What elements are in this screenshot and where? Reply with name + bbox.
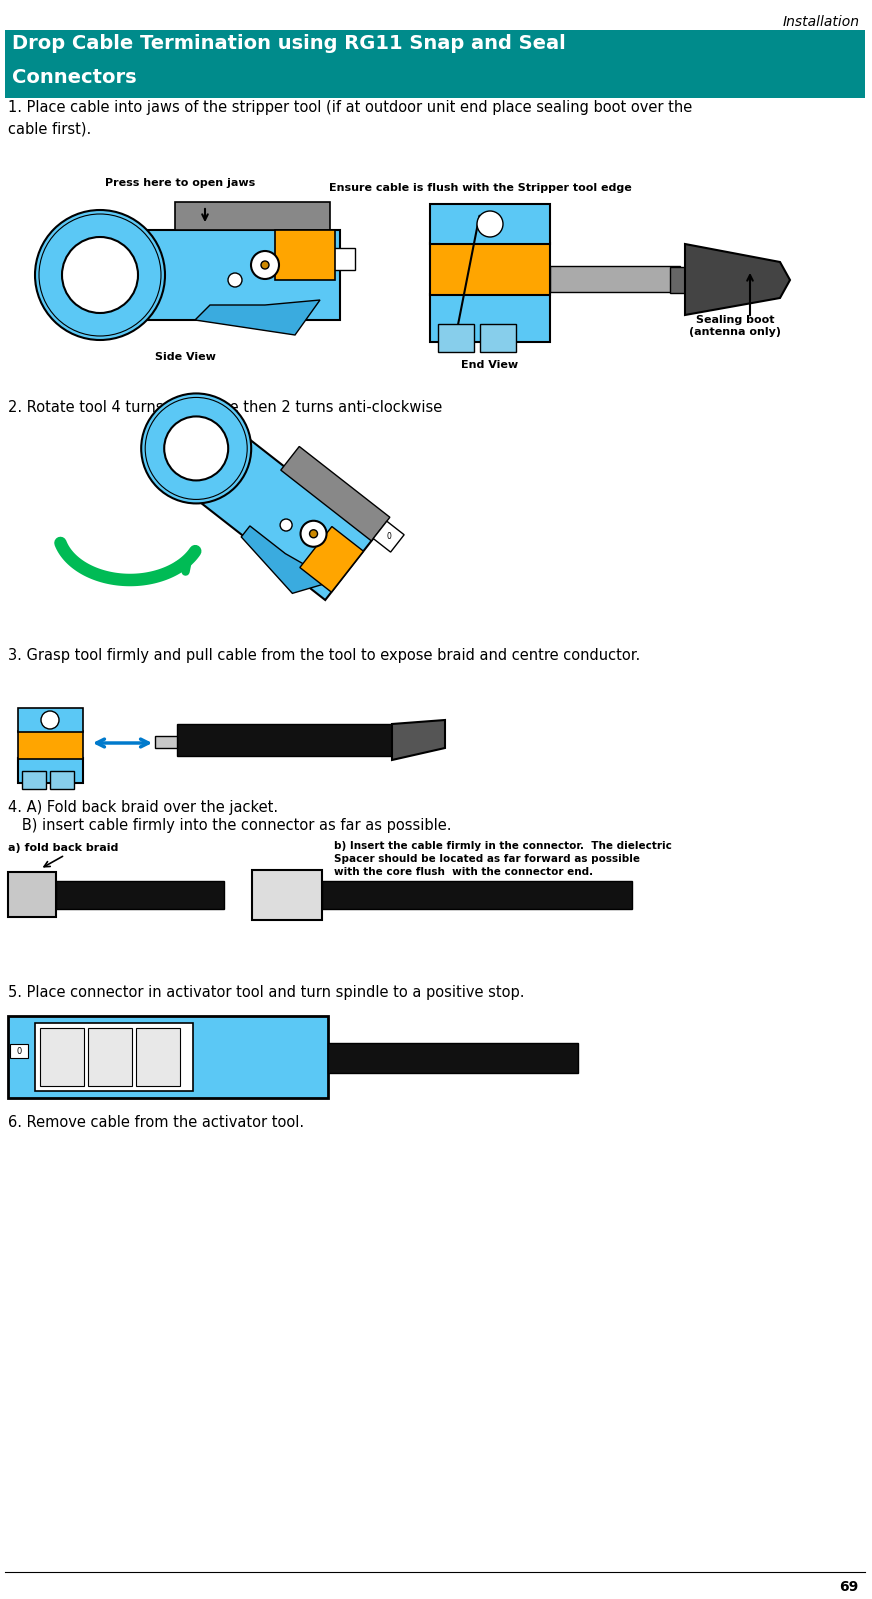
Text: 69: 69 [839, 1580, 858, 1594]
Text: a) fold back braid: a) fold back braid [8, 843, 119, 852]
Polygon shape [242, 526, 334, 593]
Text: Press here to open jaws: Press here to open jaws [105, 177, 255, 189]
FancyBboxPatch shape [35, 1023, 193, 1091]
Text: 4. A) Fold back braid over the jacket.: 4. A) Fold back braid over the jacket. [8, 800, 278, 815]
Text: 1. Place cable into jaws of the stripper tool (if at outdoor unit end place seal: 1. Place cable into jaws of the stripper… [8, 101, 692, 136]
FancyBboxPatch shape [430, 205, 550, 245]
FancyBboxPatch shape [550, 265, 680, 293]
FancyBboxPatch shape [275, 230, 335, 280]
Circle shape [301, 521, 326, 547]
FancyBboxPatch shape [88, 1028, 132, 1086]
Circle shape [280, 520, 292, 531]
Text: 0: 0 [386, 532, 392, 540]
Text: Installation: Installation [783, 14, 860, 29]
FancyBboxPatch shape [430, 243, 550, 294]
Text: Side View: Side View [154, 352, 215, 361]
Polygon shape [392, 720, 445, 760]
FancyBboxPatch shape [322, 881, 632, 908]
FancyBboxPatch shape [145, 230, 340, 320]
Polygon shape [195, 301, 320, 336]
Circle shape [251, 251, 279, 278]
Text: Ensure cable is flush with the Stripper tool edge: Ensure cable is flush with the Stripper … [329, 182, 631, 193]
Circle shape [228, 273, 242, 286]
FancyBboxPatch shape [430, 294, 550, 342]
FancyBboxPatch shape [5, 30, 865, 98]
Text: Drop Cable Termination using RG11 Snap and Seal: Drop Cable Termination using RG11 Snap a… [12, 34, 566, 53]
Text: Sealing boot
(antenna only): Sealing boot (antenna only) [689, 315, 781, 337]
FancyBboxPatch shape [333, 248, 355, 270]
Polygon shape [685, 245, 790, 315]
Text: 3. Grasp tool firmly and pull cable from the tool to expose braid and centre con: 3. Grasp tool firmly and pull cable from… [8, 648, 640, 664]
FancyBboxPatch shape [18, 758, 83, 784]
FancyBboxPatch shape [155, 736, 177, 748]
FancyBboxPatch shape [8, 871, 56, 916]
Polygon shape [373, 521, 404, 552]
FancyBboxPatch shape [18, 731, 83, 760]
FancyBboxPatch shape [480, 325, 516, 352]
FancyBboxPatch shape [136, 1028, 180, 1086]
Circle shape [164, 416, 228, 480]
Text: B) insert cable firmly into the connector as far as possible.: B) insert cable firmly into the connecto… [8, 819, 452, 833]
Circle shape [261, 261, 269, 269]
FancyBboxPatch shape [10, 1044, 28, 1059]
FancyBboxPatch shape [328, 1043, 578, 1073]
FancyBboxPatch shape [177, 724, 392, 756]
Polygon shape [281, 446, 390, 540]
FancyBboxPatch shape [670, 267, 688, 293]
Text: End View: End View [461, 360, 519, 369]
FancyBboxPatch shape [18, 708, 83, 732]
Text: 0: 0 [17, 1046, 22, 1055]
Circle shape [141, 393, 251, 504]
FancyBboxPatch shape [56, 881, 224, 908]
Text: b) Insert the cable firmly in the connector.  The dielectric
Spacer should be lo: b) Insert the cable firmly in the connec… [334, 841, 671, 876]
Circle shape [62, 237, 138, 313]
Text: 5. Place connector in activator tool and turn spindle to a positive stop.: 5. Place connector in activator tool and… [8, 985, 524, 999]
Text: 6. Remove cable from the activator tool.: 6. Remove cable from the activator tool. [8, 1115, 304, 1130]
Polygon shape [172, 417, 374, 600]
FancyBboxPatch shape [252, 870, 322, 919]
Text: 0: 0 [17, 1046, 23, 1055]
FancyBboxPatch shape [40, 1028, 84, 1086]
Circle shape [477, 211, 503, 237]
FancyBboxPatch shape [22, 771, 46, 788]
Polygon shape [300, 526, 364, 592]
FancyBboxPatch shape [438, 325, 474, 352]
Text: Connectors: Connectors [12, 69, 137, 86]
Text: 0: 0 [341, 254, 347, 264]
FancyBboxPatch shape [8, 1015, 328, 1099]
Circle shape [41, 712, 59, 729]
Text: 2. Rotate tool 4 turns clockwise then 2 turns anti-clockwise: 2. Rotate tool 4 turns clockwise then 2 … [8, 400, 442, 416]
FancyBboxPatch shape [50, 771, 74, 788]
Circle shape [310, 529, 317, 537]
FancyBboxPatch shape [175, 201, 330, 230]
Circle shape [35, 209, 165, 341]
